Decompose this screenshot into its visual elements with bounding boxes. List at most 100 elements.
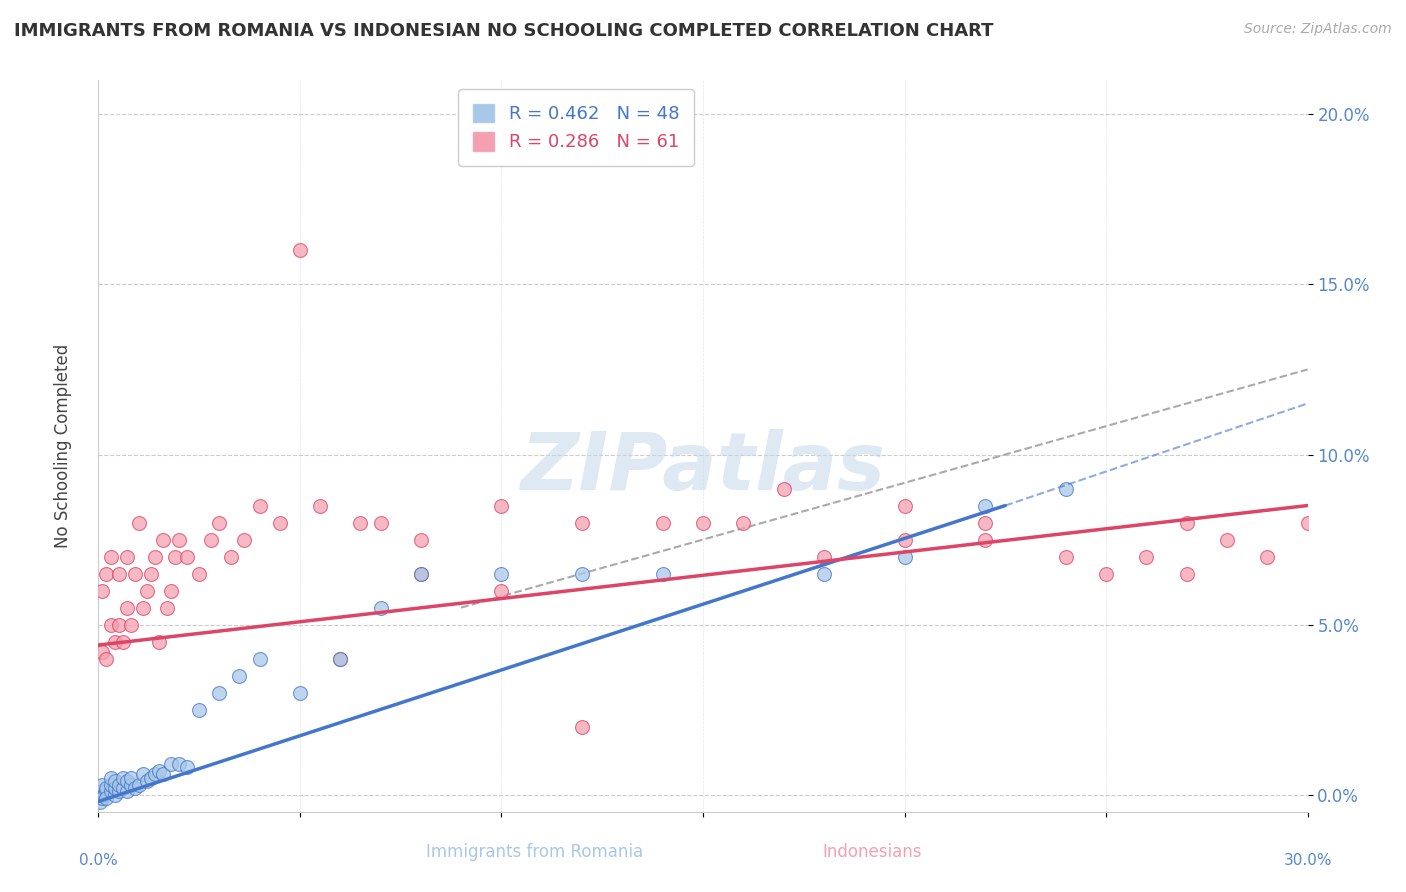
- Point: [143, 767, 166, 781]
- Point: [115, 774, 138, 789]
- Point: [93, 788, 115, 802]
- Point: [107, 784, 129, 798]
- Point: [269, 516, 291, 530]
- Point: [1054, 482, 1077, 496]
- Point: [163, 549, 186, 564]
- Point: [156, 600, 179, 615]
- Point: [135, 583, 157, 598]
- Point: [974, 533, 997, 547]
- Point: [115, 549, 138, 564]
- Point: [370, 600, 392, 615]
- Point: [111, 771, 134, 785]
- Text: 0.0%: 0.0%: [79, 853, 118, 868]
- Point: [96, 791, 118, 805]
- Point: [96, 784, 118, 798]
- Point: [188, 566, 211, 581]
- Text: Indonesians: Indonesians: [823, 843, 921, 861]
- Point: [152, 767, 174, 781]
- Point: [91, 777, 114, 791]
- Point: [115, 600, 138, 615]
- Text: 30.0%: 30.0%: [1284, 853, 1331, 868]
- Text: No Schooling Completed: No Schooling Completed: [55, 344, 72, 548]
- Point: [167, 757, 190, 772]
- Point: [132, 767, 155, 781]
- Point: [813, 549, 835, 564]
- Point: [152, 533, 174, 547]
- Text: Source: ZipAtlas.com: Source: ZipAtlas.com: [1244, 22, 1392, 37]
- Point: [571, 516, 593, 530]
- Legend: R = 0.462   N = 48, R = 0.286   N = 61: R = 0.462 N = 48, R = 0.286 N = 61: [458, 89, 693, 166]
- Point: [96, 651, 118, 665]
- Point: [491, 499, 513, 513]
- Point: [100, 777, 122, 791]
- Point: [107, 777, 129, 791]
- Point: [893, 549, 915, 564]
- Point: [100, 784, 122, 798]
- Point: [1296, 516, 1319, 530]
- Point: [772, 482, 794, 496]
- Point: [370, 516, 392, 530]
- Point: [115, 784, 138, 798]
- Point: [349, 516, 371, 530]
- Point: [107, 617, 129, 632]
- Point: [160, 757, 183, 772]
- Point: [249, 499, 271, 513]
- Point: [91, 645, 114, 659]
- Point: [143, 549, 166, 564]
- Point: [176, 760, 198, 774]
- Point: [124, 566, 146, 581]
- Point: [1175, 566, 1198, 581]
- Point: [893, 533, 915, 547]
- Point: [139, 771, 162, 785]
- Point: [128, 777, 150, 791]
- Point: [91, 791, 114, 805]
- Point: [135, 774, 157, 789]
- Point: [128, 516, 150, 530]
- Point: [120, 771, 142, 785]
- Point: [733, 516, 755, 530]
- Point: [89, 795, 111, 809]
- Point: [974, 516, 997, 530]
- Point: [1175, 516, 1198, 530]
- Point: [208, 686, 231, 700]
- Point: [288, 686, 311, 700]
- Point: [1216, 533, 1239, 547]
- Point: [249, 651, 271, 665]
- Point: [91, 784, 114, 798]
- Point: [1095, 566, 1118, 581]
- Point: [167, 533, 190, 547]
- Point: [221, 549, 243, 564]
- Point: [176, 549, 198, 564]
- Point: [107, 566, 129, 581]
- Point: [124, 780, 146, 795]
- Point: [160, 583, 183, 598]
- Point: [91, 583, 114, 598]
- Point: [813, 566, 835, 581]
- Point: [651, 566, 673, 581]
- Point: [329, 651, 352, 665]
- Point: [329, 651, 352, 665]
- Point: [692, 516, 714, 530]
- Point: [228, 668, 250, 682]
- Point: [309, 499, 332, 513]
- Point: [103, 634, 125, 648]
- Point: [208, 516, 231, 530]
- Point: [111, 780, 134, 795]
- Point: [409, 533, 432, 547]
- Point: [100, 771, 122, 785]
- Point: [103, 774, 125, 789]
- Point: [120, 617, 142, 632]
- Point: [139, 566, 162, 581]
- Point: [100, 617, 122, 632]
- Point: [491, 583, 513, 598]
- Point: [651, 516, 673, 530]
- Point: [571, 720, 593, 734]
- Point: [409, 566, 432, 581]
- Point: [188, 703, 211, 717]
- Point: [409, 566, 432, 581]
- Point: [1054, 549, 1077, 564]
- Point: [491, 566, 513, 581]
- Point: [120, 777, 142, 791]
- Point: [111, 634, 134, 648]
- Point: [893, 499, 915, 513]
